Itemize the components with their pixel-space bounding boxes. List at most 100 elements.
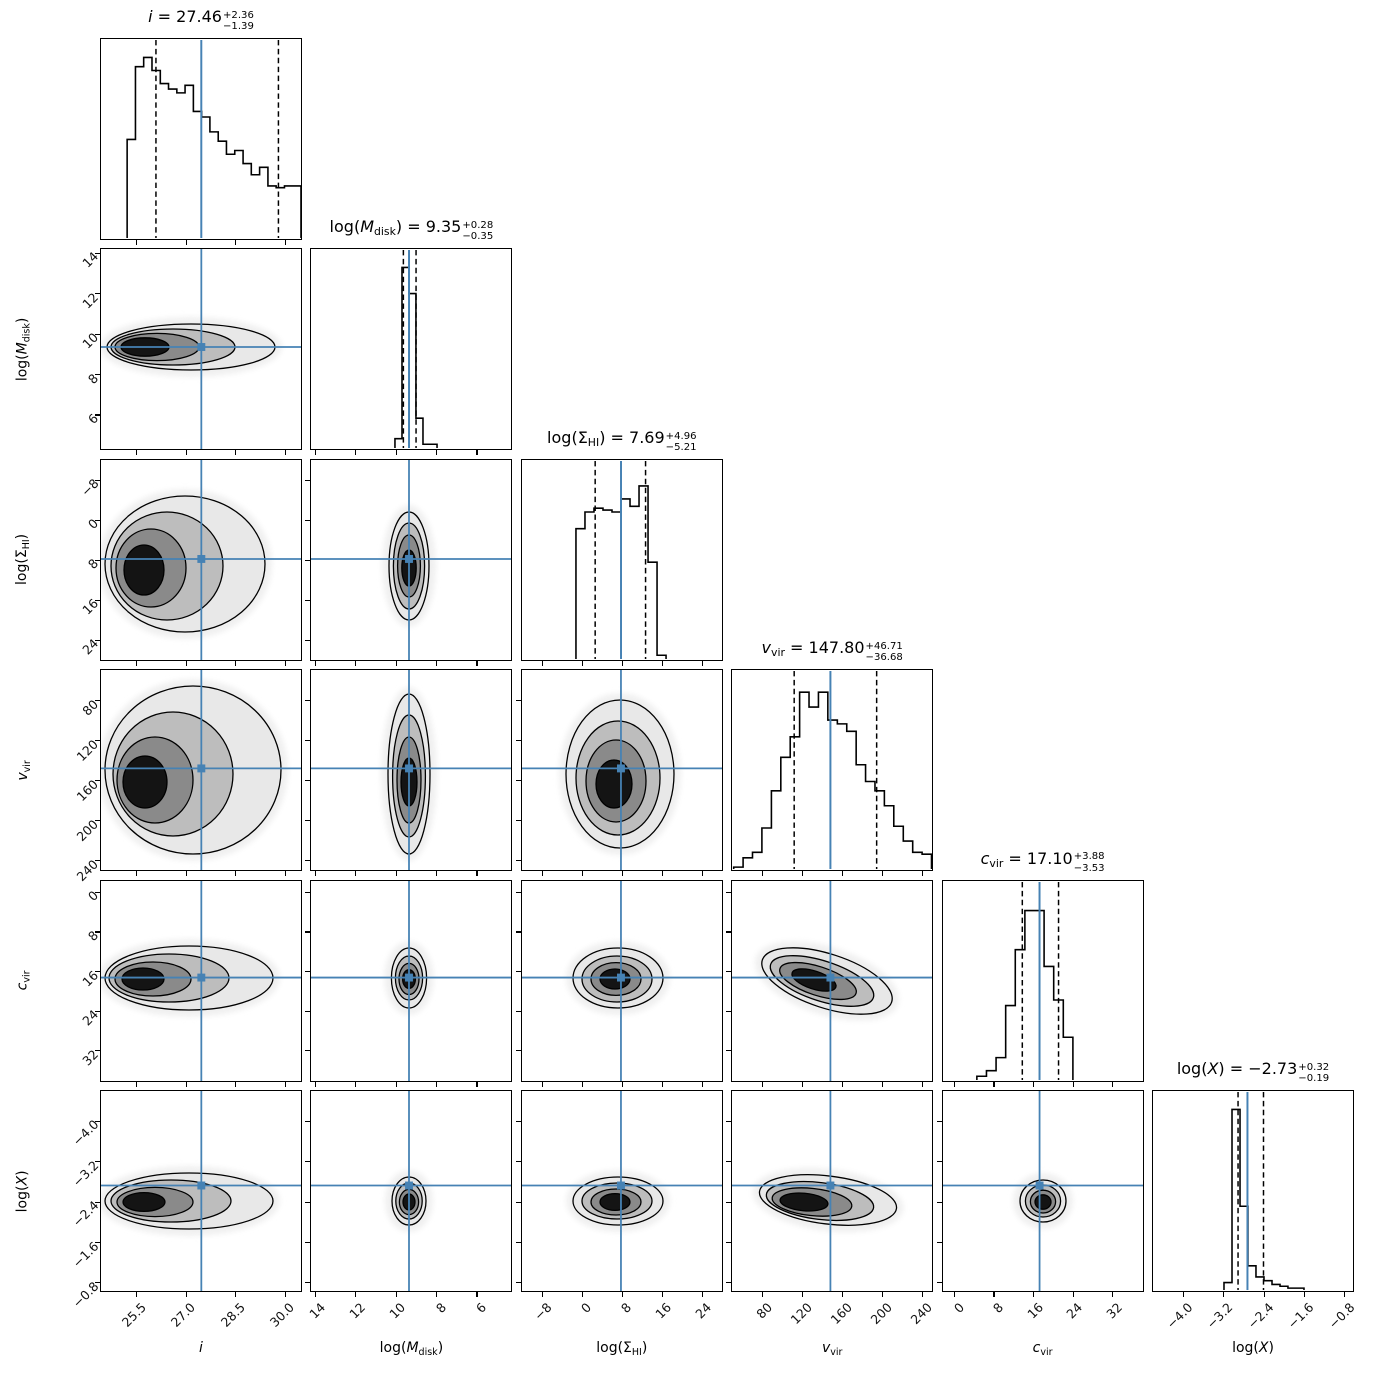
label-segment: c <box>14 982 31 991</box>
x-tick-mark <box>701 1292 703 1297</box>
y-tick-mark <box>95 559 100 561</box>
x-tick-mark <box>842 1292 844 1297</box>
x-tick-mark <box>395 871 397 877</box>
y-tick-mark <box>95 293 100 295</box>
y-tick-mark <box>95 931 100 933</box>
label-segment: ) <box>395 217 403 237</box>
x-tick-mark <box>1263 1292 1265 1297</box>
title-plus-error: +3.88 <box>1073 851 1105 863</box>
y-tick-mark <box>726 1282 732 1284</box>
x-tick-mark <box>541 871 543 877</box>
y-tick-label: 240 <box>73 856 102 884</box>
x-tick-mark <box>1303 1292 1306 1297</box>
label-segment: v <box>14 772 31 781</box>
truth-marker <box>826 1181 835 1190</box>
y-tick-mark <box>515 1201 521 1203</box>
y-tick-mark <box>515 700 521 702</box>
x-tick-mark <box>136 450 138 456</box>
histogram-outline <box>733 691 933 870</box>
x-tick-label: 8 <box>618 1299 635 1316</box>
density-panel-log_X-vs-c_vir <box>941 1090 1144 1292</box>
x-tick-mark <box>235 240 237 245</box>
x-axis-label-i: i <box>100 1340 302 1357</box>
truth-marker <box>616 973 625 982</box>
x-tick-mark <box>661 871 663 877</box>
histogram-outline <box>394 267 439 449</box>
y-tick-mark <box>305 740 311 742</box>
title-plus-error: +0.32 <box>1298 1061 1330 1073</box>
density-contours <box>521 1091 722 1291</box>
x-tick-mark <box>476 660 478 666</box>
title-value: 17.10 <box>1026 848 1073 868</box>
y-tick-mark <box>305 559 311 561</box>
x-tick-mark <box>436 450 438 456</box>
label-segment: = <box>402 217 426 237</box>
y-axis-label-log_X: log(X) <box>12 1090 34 1292</box>
x-tick-label: −3.2 <box>1203 1299 1236 1332</box>
y-tick-mark <box>305 1120 311 1122</box>
x-tick-label: 0 <box>578 1299 595 1316</box>
x-tick-label: −1.6 <box>1284 1299 1317 1332</box>
x-tick-mark <box>284 450 286 456</box>
x-tick-mark <box>314 1081 317 1087</box>
x-tick-label: 12 <box>346 1299 369 1322</box>
x-tick-mark <box>802 1292 804 1297</box>
contour-level-4 <box>122 755 168 809</box>
y-tick-mark <box>515 820 521 822</box>
x-tick-label: 16 <box>652 1299 675 1322</box>
label-segment: = <box>1224 1059 1249 1078</box>
x-tick-mark <box>701 1081 703 1087</box>
x-tick-label: 16 <box>1024 1299 1046 1322</box>
label-segment: ) <box>14 1170 31 1176</box>
y-tick-mark <box>305 700 311 702</box>
label-segment: log( <box>596 1340 624 1356</box>
y-tick-mark <box>305 971 311 973</box>
truth-marker <box>405 1181 414 1190</box>
x-tick-mark <box>284 1081 286 1087</box>
y-axis-label-text: log(Mdisk) <box>14 318 33 382</box>
label-segment: log( <box>14 354 31 382</box>
x-tick-mark <box>235 1292 237 1297</box>
title-value: −2.73 <box>1248 1059 1298 1078</box>
y-tick-mark <box>515 1161 521 1163</box>
y-tick-mark <box>515 891 521 894</box>
title-minus-error: −1.39 <box>222 21 254 33</box>
x-tick-mark <box>284 240 286 245</box>
label-segment: v <box>761 638 772 658</box>
label-segment: c <box>1032 1340 1041 1356</box>
y-tick-label: 120 <box>73 736 102 764</box>
x-tick-mark <box>762 871 764 877</box>
x-tick-label: 24 <box>692 1299 715 1322</box>
y-tick-mark <box>305 860 311 862</box>
truth-marker <box>405 554 414 563</box>
x-tick-mark <box>185 1081 187 1087</box>
truth-marker <box>405 973 414 982</box>
label-segment: HI <box>21 539 33 550</box>
label-segment: log( <box>1232 1340 1259 1356</box>
x-tick-label: 80 <box>753 1299 776 1322</box>
title-value: 27.46 <box>176 7 222 26</box>
truth-marker <box>405 764 414 773</box>
x-tick-label: 160 <box>827 1299 855 1328</box>
y-tick-label: −1.6 <box>69 1238 102 1271</box>
y-tick-mark <box>305 891 311 894</box>
density-contours <box>521 670 722 871</box>
label-segment: X <box>1258 1340 1269 1356</box>
x-tick-mark <box>235 1081 237 1087</box>
y-tick-mark <box>305 780 311 782</box>
x-tick-mark <box>395 660 397 666</box>
density-panel-v_vir-vs-log_M_disk <box>310 669 513 872</box>
x-tick-mark <box>1033 1081 1035 1087</box>
label-segment: ) <box>641 1340 648 1356</box>
density-contours <box>311 670 512 871</box>
y-tick-mark <box>95 700 100 702</box>
x-tick-mark <box>476 1292 478 1297</box>
x-tick-mark <box>802 1081 804 1087</box>
x-tick-label: 14 <box>305 1299 328 1322</box>
y-tick-mark <box>95 252 100 255</box>
title-plus-error: +46.71 <box>865 640 903 652</box>
x-tick-mark <box>701 660 703 666</box>
label-segment: vir <box>830 1346 843 1358</box>
x-tick-mark <box>581 871 583 877</box>
label-segment: Σ <box>623 1340 632 1356</box>
